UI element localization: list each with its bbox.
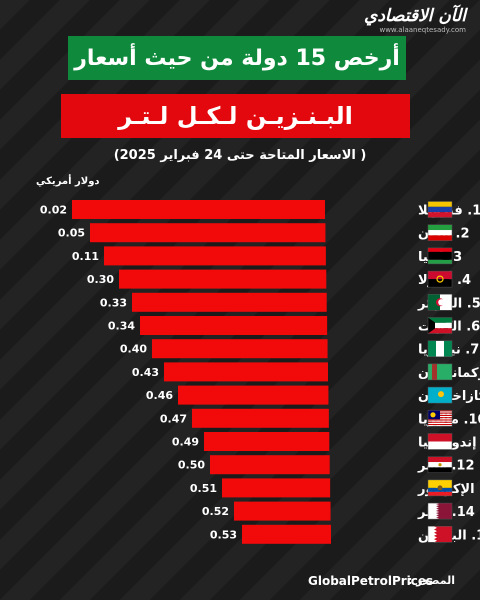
bar	[192, 408, 329, 428]
bar-row: 0.052. إيران	[58, 223, 470, 243]
value-label: 0.33	[100, 296, 127, 309]
bar-row: 0.469. كازاخستان	[146, 385, 480, 405]
malaysia-flag-icon	[427, 410, 453, 427]
logo-url: www.alaaneqtesady.com	[379, 26, 466, 34]
nigeria-flag-icon	[427, 340, 453, 357]
libya-flag-icon	[427, 247, 453, 265]
iran-flag-icon	[427, 224, 453, 241]
source-name: GlobalPetrolPrices	[308, 574, 434, 588]
bar	[104, 246, 326, 266]
turkmenistan-flag-icon	[427, 363, 453, 381]
value-label: 0.30	[87, 273, 114, 286]
bar-row: 0.5113. الإكوادور	[190, 478, 480, 498]
value-label: 0.02	[40, 204, 67, 217]
brand-logo: الآن الاقتصادي www.alaaneqtesady.com	[359, 6, 466, 34]
bar-row: 0.438. تركمانستان	[132, 362, 480, 382]
value-label: 0.47	[160, 412, 187, 425]
kazakhstan-flag-icon	[427, 386, 453, 404]
value-label: 0.49	[172, 436, 199, 449]
value-label: 0.51	[190, 482, 217, 495]
bar-row: 0.4911. إندونيسيا	[172, 432, 480, 451]
title-line-1: أرخص 15 دولة من حيث أسعار	[68, 36, 406, 80]
bar-row: 0.4710. ماليزيا	[160, 408, 480, 428]
bar	[72, 200, 325, 219]
qatar-flag-icon	[427, 502, 453, 520]
bar	[152, 339, 328, 359]
value-label: 0.34	[108, 320, 135, 333]
value-label: 0.11	[72, 250, 99, 263]
indonesia-flag-icon	[427, 433, 453, 450]
source-label: المصدر :	[408, 574, 456, 587]
egypt-flag-icon	[427, 456, 453, 473]
bar	[119, 269, 327, 289]
value-label: 0.46	[146, 389, 173, 402]
bar	[132, 292, 327, 312]
value-label: 0.05	[58, 227, 85, 240]
kuwait-flag-icon	[427, 317, 453, 334]
bar-row: 0.5315. البحرين	[210, 524, 480, 544]
bar	[210, 455, 330, 475]
value-label: 0.50	[178, 459, 205, 472]
bar	[178, 385, 329, 405]
value-label: 0.53	[210, 528, 237, 541]
bar-chart: 0.021. فنزويلا0.052. إيران0.113. ليبيا0.…	[40, 200, 480, 544]
bar-row: 0.113. ليبيا	[72, 246, 462, 266]
algeria-flag-icon	[427, 294, 453, 311]
title-line-2: البـنـزيـن لـكـل لـتـر	[61, 94, 410, 138]
bar	[242, 524, 331, 544]
ecuador-flag-icon	[427, 479, 453, 497]
value-label: 0.43	[132, 366, 159, 379]
bar-row: 0.335. الجزائر	[100, 292, 480, 312]
value-label: 0.52	[202, 505, 229, 518]
bar-row: 0.346. الكويت	[108, 316, 480, 335]
bar-row: 0.021. فنزويلا	[40, 200, 480, 219]
bar-row: 0.407. نيجيريا	[120, 339, 479, 359]
value-label: 0.40	[120, 343, 147, 356]
venezuela-flag-icon	[427, 201, 453, 218]
angola-flag-icon	[427, 270, 453, 288]
bar	[222, 478, 331, 498]
bahrain-flag-icon	[427, 526, 453, 543]
chart-subtitle: ( الاسعار المتاحة حتى 24 فبراير 2025)	[113, 148, 367, 163]
bar	[140, 316, 328, 335]
bar	[164, 362, 328, 382]
bar	[234, 501, 331, 521]
bar-row: 0.304. أنغولا	[87, 269, 471, 289]
bar	[90, 223, 326, 243]
bar	[204, 432, 330, 451]
unit-label: دولار أمريكي	[36, 176, 100, 187]
logo-text: الآن الاقتصادي	[364, 6, 466, 26]
